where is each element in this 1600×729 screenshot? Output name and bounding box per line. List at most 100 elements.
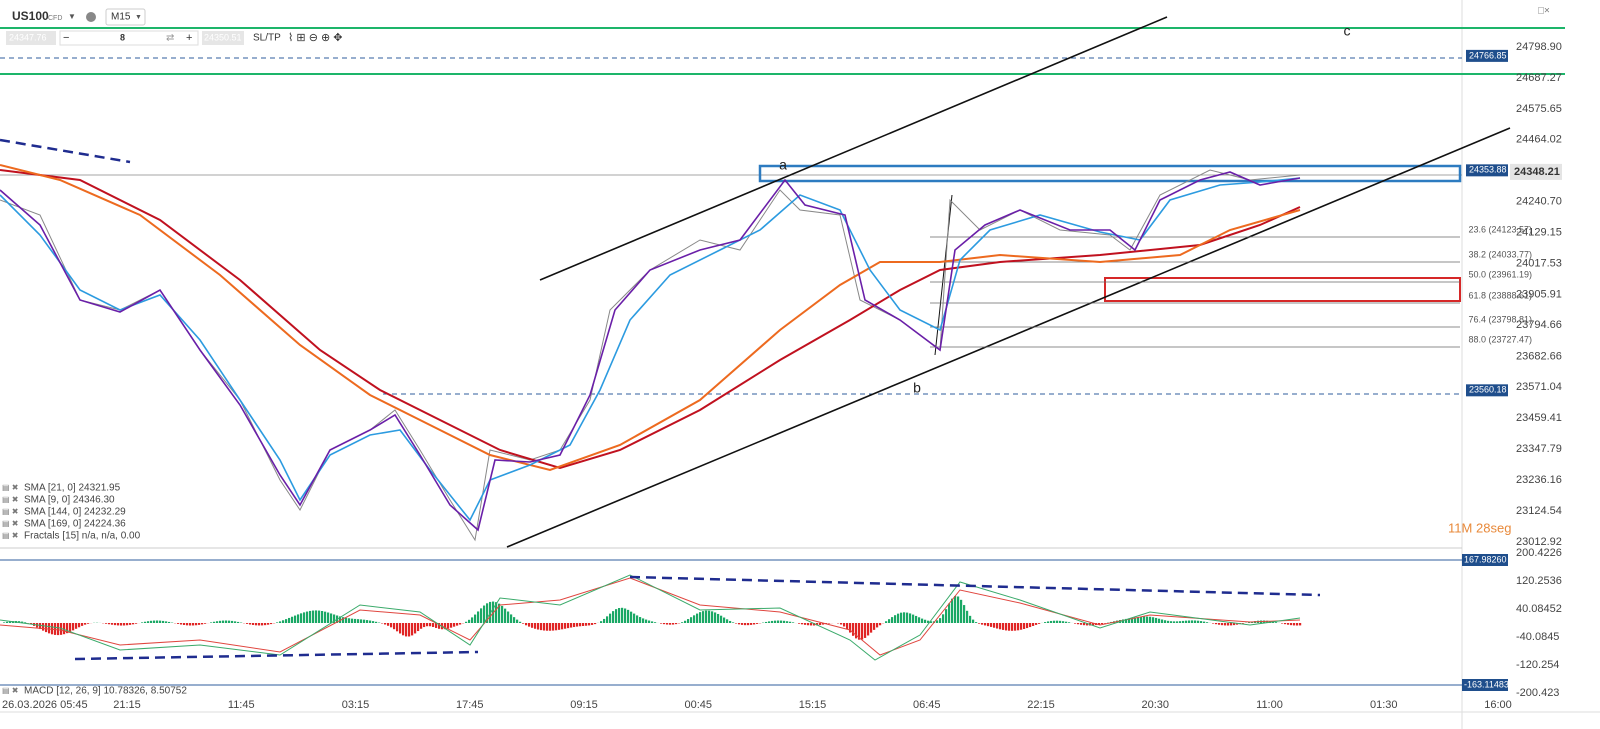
histogram-bar (363, 619, 366, 623)
histogram-bar (267, 623, 270, 625)
histogram-bar (708, 610, 711, 623)
macd-tag-box (1462, 679, 1508, 691)
histogram-bar (78, 623, 81, 628)
histogram-bar (1023, 623, 1026, 629)
histogram-bar (753, 623, 756, 625)
histogram-bar (408, 623, 411, 637)
histogram-bar (747, 623, 750, 626)
price-tick-label: 23794.66 (1516, 319, 1562, 331)
histogram-bar (342, 617, 345, 623)
legend-icon: ▤ ✖ (2, 507, 19, 516)
histogram-bar (84, 623, 87, 625)
histogram-bar (417, 623, 420, 632)
time-label: 11:45 (228, 699, 255, 711)
histogram-bar (135, 623, 138, 624)
histogram-bar (237, 621, 240, 623)
macd-tick-label: 40.08452 (1516, 603, 1562, 615)
histogram-bar (786, 621, 789, 623)
histogram-bar (525, 623, 528, 626)
info-icon[interactable] (86, 12, 96, 22)
histogram-bar (864, 623, 867, 638)
timeframe-box[interactable] (105, 8, 146, 26)
histogram-bar (936, 620, 939, 623)
histogram-bar (1008, 623, 1011, 631)
histogram-bar (1293, 623, 1296, 626)
ask-box[interactable] (202, 31, 244, 45)
histogram-bar (756, 623, 759, 624)
histogram-bar (1083, 623, 1086, 626)
histogram-bar (1005, 623, 1008, 631)
histogram-bar (258, 623, 261, 626)
histogram-bar (594, 623, 597, 625)
histogram-bar (513, 617, 516, 623)
histogram-bar (114, 623, 117, 626)
histogram-bar (195, 623, 198, 626)
histogram-bar (1215, 623, 1218, 625)
histogram-bar (426, 623, 429, 627)
histogram-bar (69, 623, 72, 632)
histogram-bar (1101, 623, 1104, 625)
histogram-bar (804, 623, 807, 625)
histogram-bar (486, 603, 489, 623)
histogram-bar (276, 622, 279, 623)
histogram-bar (246, 623, 249, 624)
histogram-bar (504, 608, 507, 623)
histogram-bar (39, 623, 42, 630)
histogram-bar (369, 620, 372, 623)
symbol[interactable]: US100 (12, 9, 49, 23)
histogram-bar (801, 623, 804, 625)
histogram-bar (465, 621, 468, 623)
histogram-bar (1014, 623, 1017, 631)
histogram-bar (3, 622, 6, 623)
price-tick-label: 24017.53 (1516, 257, 1562, 269)
plus[interactable]: + (186, 32, 192, 44)
quantity-box[interactable] (59, 30, 199, 46)
histogram-bar (366, 620, 369, 623)
symbol-dropdown[interactable]: ▼ (68, 12, 76, 21)
histogram-bar (312, 610, 315, 623)
histogram-bar (630, 611, 633, 623)
histogram-bar (1179, 621, 1182, 623)
sl-tp[interactable]: SL/TP (253, 33, 281, 44)
histogram-bar (402, 623, 405, 636)
bid-box[interactable] (6, 31, 56, 45)
histogram-bar (1002, 623, 1005, 630)
bid[interactable]: 24347.76 (9, 32, 47, 42)
histogram-bar (852, 623, 855, 636)
window-controls[interactable]: □× (1538, 6, 1550, 17)
histogram-bar (816, 623, 819, 626)
histogram-bar (780, 620, 783, 623)
chart-tools[interactable]: ⌇ ⊞ ⊖ ⊕ ✥ (288, 32, 342, 44)
histogram-bar (558, 623, 561, 630)
histogram-bar (279, 621, 282, 623)
histogram-bar (447, 623, 450, 629)
histogram-bar (609, 613, 612, 623)
timeframe[interactable]: M15 (111, 12, 131, 23)
histogram-bar (198, 623, 201, 625)
histogram-bar (651, 621, 654, 623)
histogram-bar (1011, 623, 1014, 631)
histogram-bar (843, 623, 846, 627)
histogram-bar (603, 618, 606, 623)
histogram-bar (939, 618, 942, 623)
ask[interactable]: 24350.51 (204, 32, 242, 42)
histogram-bar (954, 596, 957, 623)
histogram-bar (456, 623, 459, 626)
histogram-bar (216, 621, 219, 623)
histogram-bar (765, 621, 768, 623)
histogram-bar (942, 614, 945, 623)
price-tick-label: 24798.90 (1516, 41, 1562, 53)
histogram-bar (270, 623, 273, 625)
histogram-bar (639, 617, 642, 623)
histogram-bar (1221, 623, 1224, 626)
histogram-bar (120, 623, 123, 626)
quantity[interactable]: 8 (120, 32, 125, 42)
swap-icon[interactable]: ⇄ (166, 33, 174, 44)
histogram-bar (63, 623, 66, 635)
minus[interactable]: − (63, 32, 69, 44)
histogram-bar (654, 622, 657, 623)
histogram-bar (870, 623, 873, 633)
histogram-bar (210, 622, 213, 623)
histogram-bar (540, 623, 543, 631)
